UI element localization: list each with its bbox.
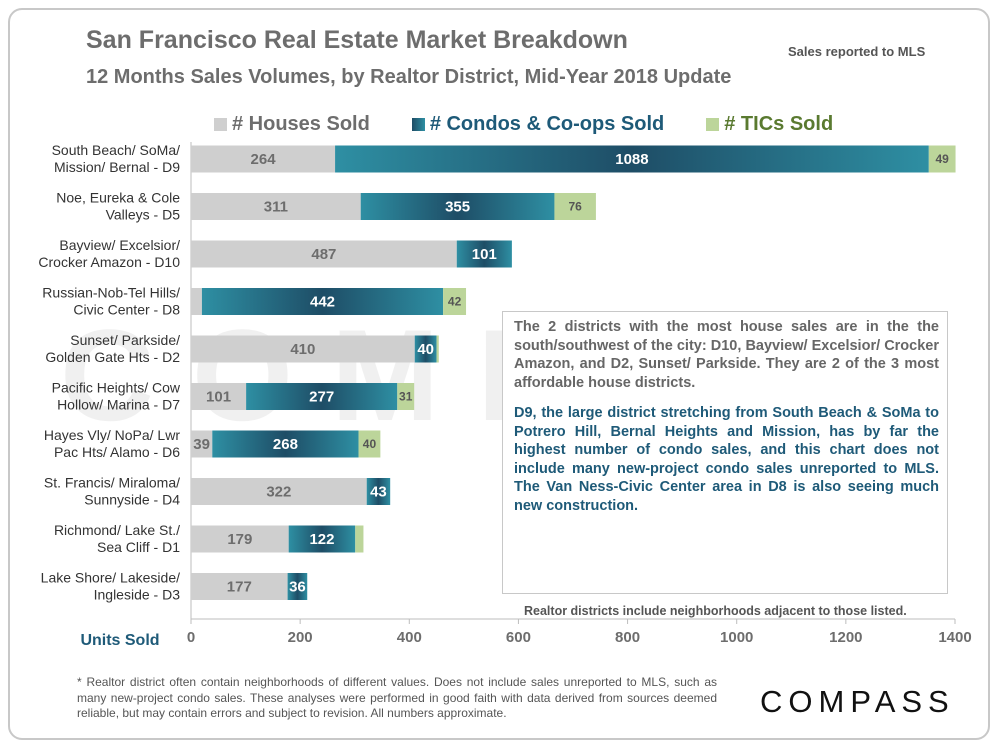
- bar-segment-condos: [246, 383, 398, 410]
- data-label-houses: 487: [311, 246, 336, 263]
- data-label-condos: 277: [309, 389, 334, 406]
- data-label-houses: 101: [206, 389, 231, 406]
- x-tick-label: 1000: [720, 629, 753, 646]
- category-label: Noe, Eureka & Cole Valleys - D5: [56, 190, 180, 223]
- legend-swatch-houses: [214, 117, 227, 131]
- legend-item-houses: # Houses Sold: [214, 113, 370, 136]
- data-label-condos: 36: [289, 579, 306, 596]
- legend-label-tics: # TICs Sold: [724, 112, 834, 135]
- category-label: Richmond/ Lake St./Sea Cliff - D1: [54, 522, 180, 555]
- bar-segment-tics: [397, 383, 415, 410]
- legend-swatch-condos: [411, 117, 425, 131]
- legend: # Houses Sold # Condos & Co-ops Sold # T…: [214, 112, 875, 136]
- district-note: Realtor districts include neighborhoods …: [524, 604, 907, 618]
- data-label-condos: 442: [310, 294, 335, 311]
- callout-paragraph-1: The 2 districts with the most house sale…: [514, 319, 939, 391]
- bar-segment-condos: [335, 145, 929, 173]
- bar-segment-tics: [443, 288, 467, 315]
- data-label-condos: 268: [273, 436, 298, 453]
- bar-segment-houses: [191, 573, 288, 600]
- legend-item-tics: # TICs Sold: [706, 113, 833, 136]
- bar-segment-tics: [355, 525, 364, 553]
- category-label: Russian-Nob-Tel Hills/Civic Center - D8: [42, 285, 180, 318]
- bar-segment-condos: [212, 430, 359, 458]
- data-label-houses: 410: [290, 341, 315, 358]
- data-label-houses: 179: [227, 531, 252, 548]
- x-tick-label: 0: [187, 629, 195, 646]
- data-label-condos: 122: [309, 531, 334, 548]
- data-label-condos: 101: [472, 246, 497, 263]
- category-label: Hayes Vly/ NoPa/ Lwr Pac Hts/ Alamo - D6: [44, 427, 180, 460]
- legend-item-condos: # Condos & Co-ops Sold: [411, 112, 665, 136]
- bar-segment-condos: [201, 288, 444, 315]
- bar-segment-houses: [191, 193, 361, 220]
- data-label-houses: 311: [264, 199, 288, 216]
- legend-label-houses: # Houses Sold: [232, 112, 370, 135]
- data-label-condos: 355: [445, 199, 470, 216]
- bar-segment-houses: [191, 525, 289, 553]
- legend-swatch-tics: [706, 117, 720, 131]
- chart-subtitle: 12 Months Sales Volumes, by Realtor Dist…: [86, 66, 732, 88]
- bar-segment-houses: [191, 430, 213, 458]
- data-label-houses: 39: [193, 436, 210, 453]
- bar-segment-tics: [358, 430, 381, 458]
- data-label-condos: 43: [370, 484, 387, 501]
- chart-title: San Francisco Real Estate Market Breakdo…: [86, 26, 628, 54]
- callout-box: The 2 districts with the most house sale…: [502, 311, 948, 594]
- bar-segment-condos: [288, 525, 356, 553]
- x-tick-label: 400: [397, 629, 422, 646]
- bar-segment-tics: [928, 145, 956, 173]
- bar-segment-houses: [191, 478, 367, 505]
- bar-segment-tics: [554, 193, 596, 220]
- bar-segment-condos: [360, 193, 555, 220]
- category-label: Bayview/ Excelsior/Crocker Amazon - D10: [38, 237, 180, 270]
- data-label-condos: 40: [417, 341, 434, 358]
- x-tick-label: 1200: [829, 629, 862, 646]
- bar-segment-condos: [456, 240, 512, 268]
- data-label-tics: 40: [363, 437, 377, 451]
- bar-segment-houses: [191, 335, 415, 363]
- bar-segment-houses: [191, 240, 457, 268]
- legend-label-condos: # Condos & Co-ops Sold: [429, 112, 665, 135]
- x-axis-label: Units Sold: [80, 632, 159, 649]
- x-tick-label: 800: [615, 629, 640, 646]
- bar-segment-condos: [414, 335, 437, 363]
- x-tick-label: 600: [506, 629, 531, 646]
- category-label: South Beach/ SoMa/Mission/ Bernal - D9: [52, 142, 181, 175]
- data-label-tics: 31: [399, 390, 413, 404]
- data-label-tics: 76: [569, 200, 583, 214]
- bar-segment-tics: [436, 335, 439, 363]
- data-label-houses: 264: [251, 151, 277, 168]
- data-label-tics: 42: [448, 295, 462, 309]
- data-label-tics: 49: [935, 152, 949, 166]
- category-label: Pacific Heights/ Cow Hollow/ Marina - D7: [52, 380, 181, 413]
- bar-segment-condos: [287, 573, 308, 600]
- x-tick-label: 200: [288, 629, 313, 646]
- bar-segment-houses: [191, 383, 247, 410]
- data-label-houses: 177: [227, 579, 252, 596]
- bar-segment-condos: [366, 478, 391, 505]
- category-label: St. Francis/ Miraloma/Sunnyside - D4: [44, 475, 180, 508]
- bar-segment-houses: [191, 288, 202, 315]
- callout-paragraph-2: D9, the large district stretching from S…: [514, 405, 939, 514]
- bar-segment-houses: [191, 145, 336, 173]
- x-tick-label: 1400: [938, 629, 971, 646]
- data-label-houses: 322: [266, 484, 291, 501]
- footnote: * Realtor district often contain neighbo…: [77, 675, 717, 721]
- category-label: Lake Shore/ Lakeside/Ingleside - D3: [41, 570, 181, 603]
- category-label: Sunset/ Parkside/Golden Gate Hts - D2: [45, 332, 180, 365]
- source-note: Sales reported to MLS: [788, 44, 926, 59]
- data-label-condos: 1088: [615, 151, 648, 168]
- compass-logo: COMPASS: [760, 684, 955, 719]
